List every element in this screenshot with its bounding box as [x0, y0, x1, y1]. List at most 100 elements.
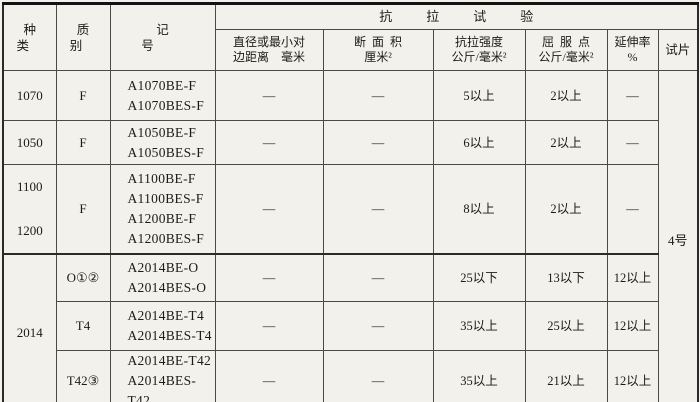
- cell-strength: 35以上: [432, 301, 526, 351]
- type-value: 1200: [16, 222, 43, 238]
- cell-elongation: 12以上: [606, 350, 659, 402]
- table-row-2014-T4: T4 A2014BE-T4 A2014BES-T4 — — 35以上 25以上 …: [3, 301, 698, 351]
- header-type-label: 种类: [16, 22, 50, 53]
- mark-line: A2014BES-T4: [127, 328, 212, 343]
- header-temper: 质别: [55, 3, 111, 71]
- header-area-line2: 厘米²: [364, 50, 392, 64]
- cell-type: 1100 1200: [2, 164, 57, 254]
- cell-type: 1070: [2, 70, 57, 121]
- cell-strength: 8以上: [432, 164, 526, 254]
- mark-line: A1100BES-F: [127, 190, 204, 206]
- cell-test-piece: 4号: [657, 70, 699, 402]
- cell-yield: 2以上: [524, 120, 608, 165]
- cell-mark: A1050BE-F A1050BES-F: [109, 120, 216, 165]
- type-value: 1050: [16, 134, 43, 150]
- mark-line: A1050BE-F: [127, 124, 197, 140]
- header-elongation-line2: %: [627, 50, 638, 64]
- mark-line: A1070BE-F: [127, 77, 197, 93]
- type-value: 1100: [16, 178, 43, 194]
- type-value: 1070: [16, 87, 43, 103]
- cell-type: 1050: [2, 120, 57, 165]
- cell-mark: A2014BE-T42 A2014BES-T42: [109, 350, 216, 402]
- mark-line: A1100BE-F: [127, 170, 196, 186]
- cell-diameter: —: [214, 164, 324, 254]
- mark-line: A1070BES-F: [127, 97, 205, 113]
- table-row-1100-1200: 1100 1200 F A1100BE-F A1100BES-F A1200BE…: [2, 164, 698, 254]
- cell-elongation: —: [606, 120, 659, 165]
- mark-line: A2014BE-T42: [127, 353, 212, 368]
- header-row-sub: 直径或最小对 边距离 毫米 断面积 厘米² 抗拉强度 公斤/毫米² 屈服点 公斤…: [3, 29, 699, 71]
- mark-line: A1200BES-F: [127, 230, 205, 246]
- cell-strength: 35以上: [432, 350, 526, 402]
- cell-temper: F: [55, 70, 111, 121]
- header-diameter: 直径或最小对 边距离 毫米: [214, 29, 324, 71]
- cell-area: —: [322, 252, 434, 302]
- mark-line: A2014BES-O: [127, 279, 207, 295]
- cell-elongation: —: [606, 70, 659, 121]
- cell-diameter: —: [214, 252, 324, 302]
- cell-mark: A2014BE-O A2014BES-O: [109, 252, 216, 302]
- header-cross-section-area: 断面积 厘米²: [322, 29, 434, 71]
- cell-area: —: [322, 70, 434, 121]
- header-mark: 记号: [109, 3, 216, 71]
- cell-mark: A1100BE-F A1100BES-F A1200BE-F A1200BES-…: [109, 164, 216, 254]
- cell-yield: 13以下: [524, 252, 608, 302]
- header-area-line1: 断面积: [353, 35, 408, 49]
- header-strength-line1: 抗拉强度: [454, 35, 503, 49]
- table-row-1070: 1070 F A1070BE-F A1070BES-F — — 5以上 2以上 …: [2, 70, 699, 402]
- cell-elongation: —: [606, 164, 659, 254]
- header-strength-line2: 公斤/毫米²: [451, 50, 507, 64]
- cell-yield: 2以上: [524, 70, 608, 121]
- cell-type: 2014: [2, 252, 57, 402]
- cell-area: —: [322, 301, 434, 351]
- header-test-piece: 试片: [657, 29, 699, 71]
- mark-line: A2014BE-O: [127, 259, 199, 275]
- mark-line: A1200BE-F: [127, 210, 197, 226]
- cell-temper: T42③: [55, 350, 111, 402]
- cell-yield: 21以上: [524, 350, 608, 402]
- type-value: 2014: [16, 324, 43, 340]
- cell-strength: 6以上: [432, 120, 526, 165]
- cell-area: —: [322, 350, 434, 402]
- header-test-piece-label: 试片: [665, 43, 691, 57]
- cell-yield: 2以上: [524, 164, 608, 254]
- header-mark-label: 记号: [141, 22, 199, 53]
- header-tensile-strength: 抗拉强度 公斤/毫米²: [432, 29, 526, 71]
- cell-yield: 25以上: [524, 301, 608, 351]
- cell-temper: F: [55, 164, 111, 254]
- header-temper-label: 质别: [69, 22, 104, 53]
- header-tensile-test-group: 抗拉试验: [214, 3, 699, 30]
- cell-temper: O①②: [55, 252, 111, 302]
- mark-line: A1050BES-F: [127, 144, 205, 160]
- table-row-1050: 1050 F A1050BE-F A1050BES-F — — 6以上 2以上 …: [2, 120, 698, 165]
- cell-elongation: 12以上: [606, 301, 659, 351]
- header-diameter-line2: 边距离 毫米: [232, 50, 305, 64]
- mark-line: A2014BE-T4: [127, 308, 204, 323]
- cell-mark: A2014BE-T4 A2014BES-T4: [109, 301, 216, 351]
- cell-temper: T4: [55, 301, 111, 351]
- cell-diameter: —: [214, 301, 324, 351]
- header-yield-line2: 公斤/毫米²: [538, 50, 594, 64]
- header-diameter-line1: 直径或最小对: [232, 35, 305, 49]
- cell-elongation: 12以上: [606, 252, 659, 302]
- cell-mark: A1070BE-F A1070BES-F: [109, 70, 216, 121]
- header-elongation-line1: 延伸率: [614, 35, 651, 49]
- header-yield-line1: 屈服点: [541, 35, 596, 49]
- cell-strength: 25以下: [432, 252, 526, 302]
- cell-area: —: [322, 164, 434, 254]
- header-yield-point: 屈服点 公斤/毫米²: [524, 29, 608, 71]
- table-row-2014-T42: T42③ A2014BE-T42 A2014BES-T42 — — 35以上 2…: [3, 350, 698, 402]
- cell-diameter: —: [214, 120, 324, 165]
- header-type: 种类: [2, 3, 57, 71]
- table-row-2014-O: 2014 O①② A2014BE-O A2014BES-O — — 25以下 1…: [2, 252, 698, 402]
- cell-diameter: —: [214, 70, 324, 121]
- cell-area: —: [322, 120, 434, 165]
- header-elongation: 延伸率 %: [606, 29, 659, 71]
- cell-diameter: —: [214, 350, 324, 402]
- cell-strength: 5以上: [432, 70, 526, 121]
- mark-line: A2014BES-T42: [127, 373, 197, 402]
- cell-temper: F: [55, 120, 111, 165]
- header-row-top: 种类 质别 记号 抗拉试验: [2, 3, 699, 71]
